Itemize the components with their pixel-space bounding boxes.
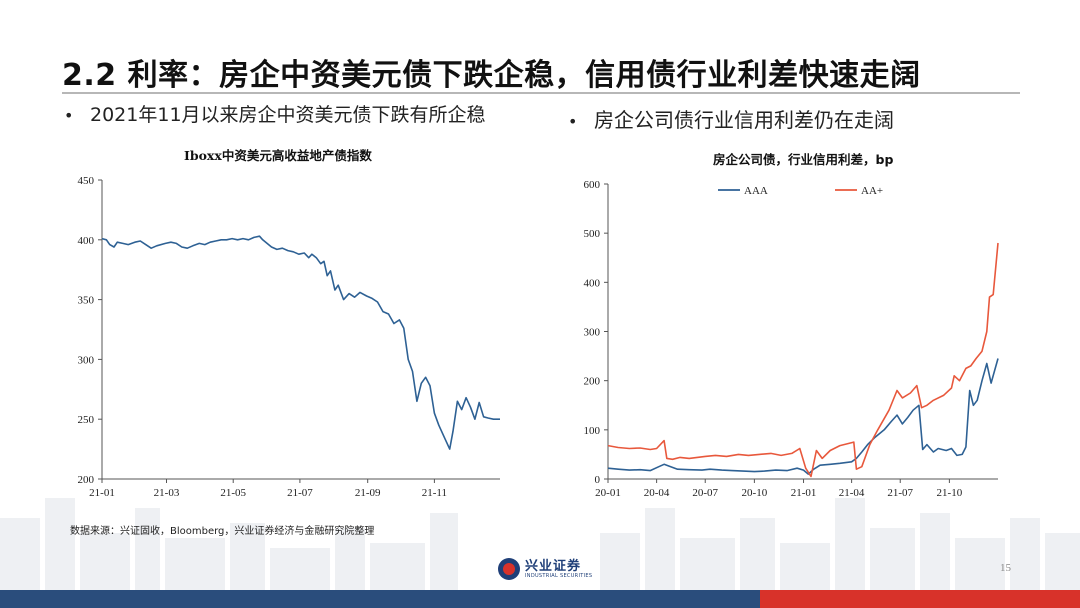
footer-bar-blue: [0, 590, 760, 608]
x-tick-label: 21-05: [220, 487, 246, 499]
legend-label: AA+: [861, 185, 883, 197]
series-line-aaa: [607, 358, 999, 475]
x-tick-label: 20-10: [742, 487, 768, 499]
y-tick-label: 350: [78, 295, 95, 307]
x-tick-label: 21-01: [791, 487, 817, 499]
y-tick-label: 200: [584, 376, 601, 388]
bullet-left: • 2021年11月以来房企中资美元债下跌有所企稳: [64, 100, 486, 127]
logo-name-cn: 兴业证券: [525, 558, 582, 574]
company-logo: 兴业证券 INDUSTRIAL SECURITIES: [498, 558, 592, 580]
bullet-dot: •: [64, 106, 74, 125]
footer-bar-red: [760, 590, 1080, 608]
footer-bar: [0, 590, 1080, 608]
logo-text: 兴业证券 INDUSTRIAL SECURITIES: [525, 560, 592, 579]
y-tick-label: 250: [78, 414, 95, 426]
y-tick-label: 200: [78, 474, 95, 486]
x-tick-label: 21-04: [839, 487, 865, 499]
logo-name-en: INDUSTRIAL SECURITIES: [525, 572, 593, 579]
y-tick-label: 600: [584, 179, 601, 191]
x-tick-label: 20-04: [644, 487, 670, 499]
bullet-left-text: 2021年11月以来房企中资美元债下跌有所企稳: [90, 104, 486, 126]
bullet-dot: •: [568, 112, 578, 131]
y-tick-label: 450: [78, 175, 95, 187]
y-tick-label: 400: [78, 235, 95, 247]
bullet-right: • 房企公司债行业信用利差仍在走阔: [568, 104, 894, 133]
title-underline: [62, 92, 1020, 94]
x-tick-label: 21-03: [154, 487, 180, 499]
legend-label: AAA: [744, 185, 768, 197]
chart2-title: 房企公司债，行业信用利差，bp: [713, 152, 894, 167]
y-tick-label: 400: [584, 277, 601, 289]
chart2-credit-spread: 600 500 400 300 200 100 020-01 20-04 20-07 20-10 2…: [584, 179, 999, 499]
x-tick-label: 21-11: [422, 487, 447, 499]
y-tick-label: 0: [595, 474, 601, 486]
chart1-title: Iboxx中资美元高收益地产债指数: [184, 148, 372, 163]
logo-emblem-icon: [498, 558, 520, 580]
data-source-note: 数据来源：兴证固收，Bloomberg，兴业证券经济与金融研究院整理: [70, 526, 375, 537]
x-tick-label: 21-09: [355, 487, 381, 499]
y-tick-label: 100: [584, 425, 601, 437]
y-tick-label: 300: [78, 354, 95, 366]
series-line-aa-plus: [607, 242, 999, 478]
y-tick-label: 300: [584, 327, 601, 339]
x-tick-label: 20-07: [692, 487, 718, 499]
skyline-watermark: [0, 498, 1080, 590]
bullet-right-text: 房企公司债行业信用利差仍在走阔: [594, 108, 894, 132]
x-tick-label: 21-10: [937, 487, 963, 499]
x-tick-label: 21-07: [287, 487, 313, 499]
y-tick-label: 500: [584, 228, 601, 240]
series-line-main: [101, 235, 500, 450]
x-tick-label: 21-01: [89, 487, 115, 499]
x-tick-label: 20-01: [595, 487, 621, 499]
page-number: 15: [1000, 562, 1011, 574]
slide-title: 2.2 利率：房企中资美元债下跌企稳，信用债行业利差快速走阔: [62, 58, 921, 93]
x-tick-label: 21-07: [887, 487, 913, 499]
